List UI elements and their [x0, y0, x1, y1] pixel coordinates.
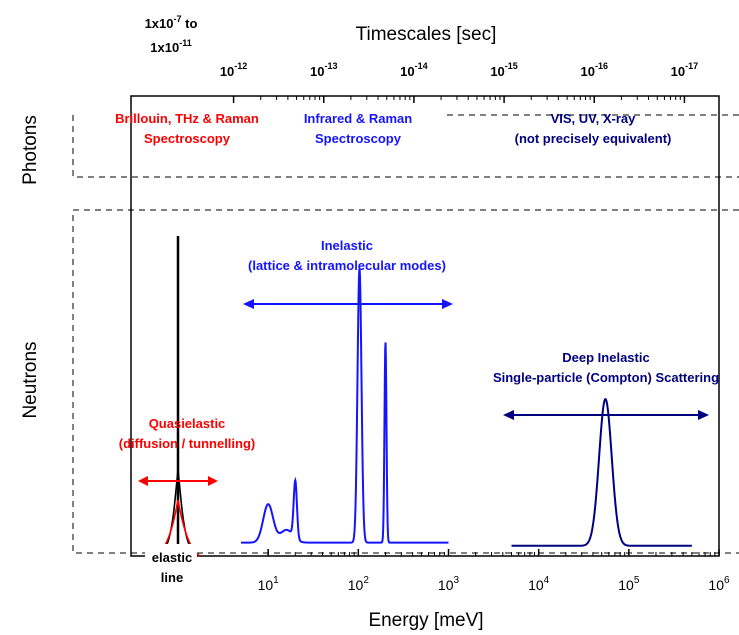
row-label-neutrons: Neutrons [20, 341, 41, 418]
top-first-line2-base: 1x10 [150, 40, 179, 55]
top-tick-label: 10-14 [400, 61, 427, 79]
top-first-line1-base: 1x10 [145, 16, 174, 31]
bottom-tick-exp: 4 [544, 575, 550, 586]
inelastic-label-1: Inelastic [321, 238, 373, 253]
deep-label-2: Single-particle (Compton) Scattering [493, 370, 719, 385]
deep-label-1: Deep Inelastic [562, 350, 649, 365]
bottom-tick-exp: 5 [634, 575, 640, 586]
bottom-tick-base: 10 [528, 577, 544, 593]
bottom-tick-label: 105 [618, 575, 640, 593]
plot-frame [130, 95, 720, 557]
top-tick-exp: -17 [685, 61, 698, 71]
bottom-tick-exp: 3 [454, 575, 460, 586]
brillouin-label-1: Brillouin, THz & Raman [115, 111, 259, 126]
top-tick-label: 10-12 [220, 61, 247, 79]
top-tick-base: 10 [220, 64, 234, 79]
top-first-label: 1x10-7 to 1x10-11 [145, 14, 198, 55]
top-tick-exp: -15 [505, 61, 518, 71]
vis-label-1: VIS, UV, X-ray [551, 111, 637, 126]
inelastic-label-2: (lattice & intramolecular modes) [248, 258, 446, 273]
deep-inelastic-spectrum [511, 397, 692, 547]
top-tick-exp: -14 [415, 61, 428, 71]
brillouin-label-2: Spectroscopy [144, 131, 231, 146]
top-tick-base: 10 [581, 64, 595, 79]
elastic-label-1: elastic [152, 550, 192, 565]
row-label-photons: Photons [20, 115, 41, 185]
top-tick-label: 10-13 [310, 61, 337, 79]
top-ticks: 10-12 10-13 10-14 10-15 10-16 10-17 [220, 61, 698, 103]
bottom-tick-label: 101 [258, 575, 280, 593]
svg-text:1x10-11: 1x10-11 [150, 38, 191, 55]
bottom-ticks: 101 102 103 104 105 106 [258, 549, 730, 593]
inelastic-spectrum [241, 268, 449, 544]
top-tick-label: 10-15 [490, 61, 517, 79]
top-tick-base: 10 [490, 64, 504, 79]
bottom-tick-base: 10 [618, 577, 634, 593]
top-tick-exp: -16 [595, 61, 608, 71]
deep-inelastic-arrow [503, 410, 709, 420]
bottom-tick-base: 10 [708, 577, 724, 593]
inelastic-arrow [243, 299, 453, 309]
bottom-tick-base: 10 [348, 577, 364, 593]
bottom-tick-exp: 2 [363, 575, 369, 586]
bottom-tick-exp: 1 [273, 575, 279, 586]
bottom-tick-label: 104 [528, 575, 550, 593]
top-first-line1-suffix: to [182, 16, 198, 31]
row-dividers [72, 114, 739, 554]
infrared-label-2: Spectroscopy [315, 131, 402, 146]
quasi-label-2: (diffusion / tunnelling) [119, 436, 255, 451]
bottom-tick-base: 10 [438, 577, 454, 593]
top-tick-exp: -13 [324, 61, 337, 71]
quasi-label-1: Quasielastic [149, 416, 226, 431]
photons-box [72, 115, 739, 178]
top-tick-label: 10-16 [581, 61, 608, 79]
top-axis-label: Timescales [sec] [356, 24, 497, 45]
top-tick-base: 10 [671, 64, 685, 79]
bottom-tick-base: 10 [258, 577, 274, 593]
quasielastic-arrow [138, 476, 218, 486]
x-axis-label: Energy [meV] [368, 610, 483, 631]
top-tick-label: 10-17 [671, 61, 698, 79]
elastic-label-2: line [161, 570, 183, 585]
top-first-line2-exp: -11 [179, 38, 192, 48]
bottom-tick-label: 106 [708, 575, 730, 593]
infrared-label-1: Infrared & Raman [304, 111, 412, 126]
bottom-tick-label: 102 [348, 575, 370, 593]
top-tick-exp: -12 [234, 61, 247, 71]
top-tick-base: 10 [400, 64, 414, 79]
vis-label-2: (not precisely equivalent) [515, 131, 672, 146]
svg-text:1x10-7 to: 1x10-7 to [145, 14, 198, 31]
bottom-tick-exp: 6 [724, 575, 730, 586]
top-tick-base: 10 [310, 64, 324, 79]
neutrons-box [72, 209, 739, 554]
elastic-label-bg [145, 544, 197, 590]
bottom-tick-label: 103 [438, 575, 460, 593]
top-first-line1-exp: -7 [174, 14, 182, 24]
